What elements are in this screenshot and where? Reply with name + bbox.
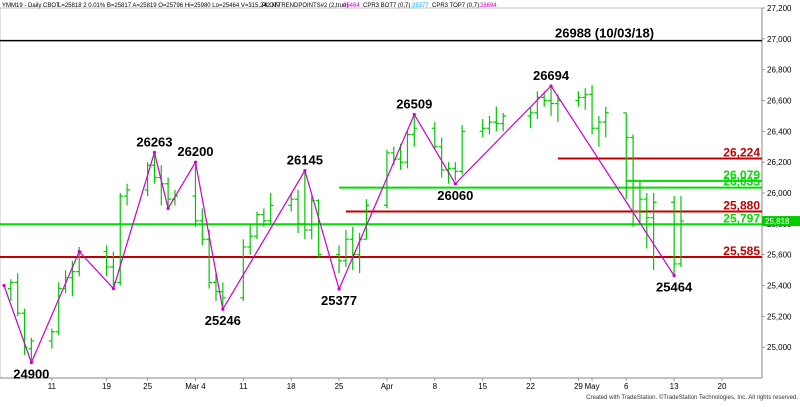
swing-label: 26060 xyxy=(437,188,473,203)
y-tick-label: 25,000 xyxy=(767,343,792,352)
y-tick-label: 26,600 xyxy=(767,97,792,106)
y-tick-label: 27,200 xyxy=(767,4,792,13)
x-tick-label: Mar 4 xyxy=(185,382,206,391)
x-tick-label: May xyxy=(585,382,600,391)
last-price-label: 25,818 xyxy=(765,217,790,226)
level-label-s1: 25,797 xyxy=(723,211,760,225)
trend-point xyxy=(111,286,116,291)
swing-label: 25246 xyxy=(205,313,241,328)
swing-labels: 24900 26263 26200 25246 26145 25377 26509 26060… xyxy=(13,68,693,382)
trend-point xyxy=(152,150,157,155)
swing-label: 26694 xyxy=(533,68,570,83)
x-tick-label: 18 xyxy=(287,382,296,391)
header-study: PLOTTRENDPOINTS#2 (2,true) xyxy=(262,3,348,9)
y-tick-label: 26,400 xyxy=(767,127,792,136)
y-tick-label: 26,200 xyxy=(767,158,792,167)
header-stats: L=25818 2 0.01% B=25817 A=25819 O=25796 … xyxy=(58,3,280,9)
trend-point xyxy=(77,249,81,254)
trend-line xyxy=(2,84,676,365)
x-tick-label: 19 xyxy=(102,382,111,391)
trend-point xyxy=(29,360,33,365)
trend-point xyxy=(412,112,416,117)
header-study-value: 25464 xyxy=(343,3,360,9)
trend-point xyxy=(303,169,307,173)
trend-point xyxy=(193,160,198,164)
level-label-r1: 26,224 xyxy=(723,145,760,159)
header-cpr3-top-value: 26694 xyxy=(480,3,497,9)
x-tick-label: 25 xyxy=(335,382,344,391)
header-cpr3-bot: CPR3 BOT7 (0,7) xyxy=(363,3,410,9)
x-tick-label: 6 xyxy=(624,382,629,391)
swing-label: 25377 xyxy=(321,293,357,308)
x-tick-label: Apr xyxy=(381,382,394,391)
price-bars xyxy=(7,85,684,363)
header-cpr3-bot-value: 25377 xyxy=(412,3,429,9)
swing-label: 26263 xyxy=(136,134,172,149)
x-tick-label: 11 xyxy=(48,382,57,391)
chart-header: YMM19 - Daily CBOT L=25818 2 0.01% B=258… xyxy=(2,3,497,9)
trend-point xyxy=(672,274,676,278)
y-tick-label: 26,800 xyxy=(767,66,792,75)
y-tick-label: 25,600 xyxy=(767,251,792,260)
x-tick-label: 22 xyxy=(526,382,535,391)
header-cpr3-top: CPR3 TOP7 (0,7) xyxy=(432,3,479,9)
level-label-top: 26988 (10/03/18) xyxy=(555,26,654,41)
level-label-s2: 25,585 xyxy=(723,244,760,258)
trend-polyline xyxy=(3,85,675,365)
level-label-r2: 26,079 xyxy=(723,168,760,182)
x-tick-label: 8 xyxy=(433,382,438,391)
overlay: 25,818 xyxy=(762,216,800,227)
y-tick-label: 25,200 xyxy=(767,312,792,321)
swing-label: 26509 xyxy=(396,97,432,112)
level-label-r3: 26,035 xyxy=(723,175,760,189)
x-tick-label: 15 xyxy=(478,382,487,391)
x-tick-label: 29 xyxy=(574,382,583,391)
header-symbol: YMM19 - Daily CBOT xyxy=(2,3,60,9)
y-tick-label: 27,000 xyxy=(767,35,792,44)
trend-point xyxy=(453,182,457,186)
x-tick-label: 11 xyxy=(239,382,248,391)
swing-label: 26200 xyxy=(177,144,213,159)
axes: 27,200 27,000 26,800 26,600 26,400 26,200 26,0… xyxy=(0,4,792,391)
swing-label: 24900 xyxy=(13,367,49,382)
trend-point xyxy=(549,84,553,88)
trend-point xyxy=(166,206,170,211)
swing-label: 25464 xyxy=(656,280,693,295)
credit-text: Created with TradeStation. ©TradeStation… xyxy=(586,394,798,401)
level-label-r4: 25,880 xyxy=(723,199,760,213)
y-tick-label: 25,400 xyxy=(767,282,792,291)
x-tick-label: 25 xyxy=(143,382,152,391)
trend-point xyxy=(2,283,6,288)
trend-point xyxy=(221,307,225,311)
last-price-tag xyxy=(762,216,800,227)
x-tick-label: 20 xyxy=(718,382,727,391)
x-tick-label: 13 xyxy=(670,382,679,391)
trend-point xyxy=(337,287,341,291)
y-tick-label: 26,000 xyxy=(767,189,792,198)
swing-label: 26145 xyxy=(287,153,323,168)
